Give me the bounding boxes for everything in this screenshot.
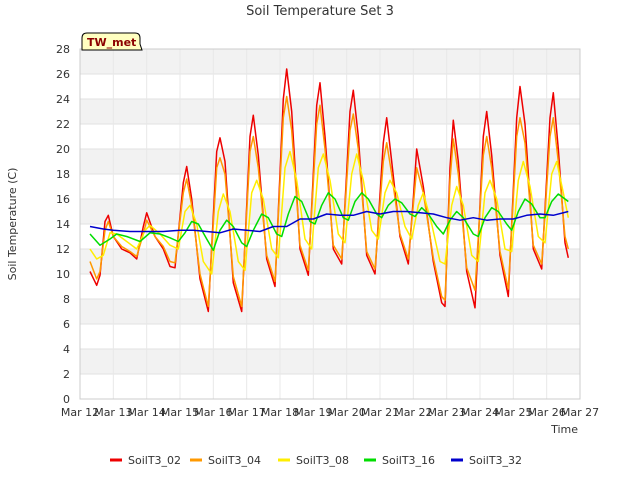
y-tick-label: 14	[56, 218, 70, 231]
y-tick-label: 2	[63, 368, 70, 381]
plot-band	[80, 74, 580, 99]
plot-band	[80, 349, 580, 374]
chart-title: Soil Temperature Set 3	[246, 4, 394, 19]
plot-band	[80, 274, 580, 299]
y-tick-label: 12	[56, 243, 70, 256]
plot-band	[80, 124, 580, 149]
y-tick-label: 18	[56, 168, 70, 181]
plot-band	[80, 99, 580, 124]
plot-band	[80, 249, 580, 274]
legend-label: SoilT3_32	[469, 454, 522, 467]
y-axis-label: Soil Temperature (C)	[6, 168, 19, 281]
plot-band	[80, 324, 580, 349]
x-tick-label: Mar 17	[228, 406, 266, 419]
x-tick-label: Mar 26	[528, 406, 566, 419]
y-tick-label: 20	[56, 143, 70, 156]
y-tick-label: 8	[63, 293, 70, 306]
badge-label: TW_met	[87, 36, 136, 49]
y-tick-label: 28	[56, 43, 70, 56]
series-layer	[89, 68, 570, 313]
badge-shape	[81, 32, 143, 51]
series-line-soilt3-08	[89, 150, 570, 275]
legend-label: SoilT3_08	[296, 454, 349, 467]
y-tick-label: 0	[63, 393, 70, 406]
legend-label: SoilT3_16	[382, 454, 435, 467]
plot-band	[80, 374, 580, 399]
x-tick-label: Mar 13	[94, 406, 132, 419]
y-tick-label: 26	[56, 68, 70, 81]
x-axis-label: Time	[550, 423, 578, 436]
x-tick-label: Mar 21	[361, 406, 399, 419]
station-badge: TW_met	[81, 32, 143, 51]
y-tick-label: 24	[56, 93, 70, 106]
y-tick-label: 10	[56, 268, 70, 281]
y-tick-label: 16	[56, 193, 70, 206]
x-tick-label: Mar 16	[194, 406, 232, 419]
y-tick-label: 4	[63, 343, 70, 356]
legend-label: SoilT3_04	[208, 454, 261, 467]
x-tick-label: Mar 15	[161, 406, 199, 419]
x-tick-label: Mar 24	[461, 406, 499, 419]
plot-band	[80, 224, 580, 249]
x-tick-label: Mar 23	[428, 406, 466, 419]
x-tick-label: Mar 19	[294, 406, 332, 419]
series-line-soilt3-04	[89, 95, 570, 308]
y-tick-label: 6	[63, 318, 70, 331]
series-line-soilt3-16	[89, 192, 569, 252]
x-tick-label: Mar 27	[561, 406, 599, 419]
legend-label: SoilT3_02	[128, 454, 181, 467]
y-tick-label: 22	[56, 118, 70, 131]
series-line-soilt3-32	[89, 210, 569, 234]
x-tick-label: Mar 20	[328, 406, 366, 419]
plot-background	[80, 49, 580, 399]
legend: SoilT3_02 SoilT3_04 SoilT3_08 SoilT3_16 Soil…	[110, 454, 522, 467]
x-tick-label: Mar 25	[494, 406, 532, 419]
plot-frame	[79, 48, 581, 400]
x-tick-label: Mar 14	[128, 406, 166, 419]
plot-band	[80, 299, 580, 324]
x-tick-label: Mar 22	[394, 406, 432, 419]
x-tick-label: Mar 18	[261, 406, 299, 419]
plot-band	[80, 49, 580, 74]
plot-band	[80, 149, 580, 174]
x-tick-label: Mar 12	[61, 406, 99, 419]
